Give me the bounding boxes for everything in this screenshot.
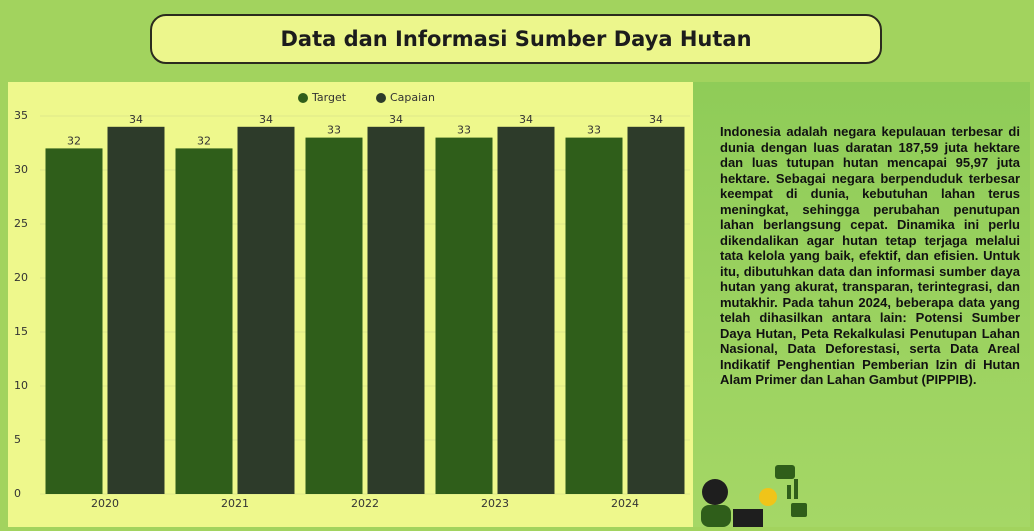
side-panel: Indonesia adalah negara kepulauan terbes… [693,82,1030,527]
bar [367,126,425,495]
x-tick-label: 2020 [91,497,119,510]
y-tick-label: 35 [14,109,28,122]
value-label: 33 [457,124,471,137]
x-tick-label: 2023 [481,497,509,510]
value-label: 34 [649,113,663,126]
y-tick-label: 15 [14,325,28,338]
y-tick-label: 30 [14,163,28,176]
description: Indonesia adalah negara kepulauan terbes… [720,124,1020,387]
legend-marker [298,93,308,103]
bar [305,137,363,494]
value-label: 34 [519,113,533,126]
legend-label: Target [311,91,347,104]
bar [435,137,493,494]
y-tick-label: 0 [14,487,21,500]
value-label: 34 [389,113,403,126]
title: Data dan Informasi Sumber Daya Hutan [150,14,882,64]
y-tick-label: 10 [14,379,28,392]
illustration [701,465,807,527]
bar [627,126,685,495]
value-label: 34 [129,113,143,126]
bar [237,126,295,495]
y-tick-label: 20 [14,271,28,284]
legend-label: Capaian [390,91,435,104]
value-label: 33 [587,124,601,137]
value-label: 32 [197,134,211,147]
value-label: 34 [259,113,273,126]
value-label: 33 [327,124,341,137]
x-tick-label: 2024 [611,497,639,510]
bar [107,126,165,495]
bar [45,148,103,494]
value-label: 32 [67,134,81,147]
chart: 0 5 10 15 20 25 30 35 Target Capaian 2020 32 34 2021 3… [8,82,693,527]
y-tick-label: 25 [14,217,28,230]
y-tick-label: 5 [14,433,21,446]
bar [497,126,555,495]
x-tick-label: 2022 [351,497,379,510]
bar [175,148,233,494]
x-tick-label: 2021 [221,497,249,510]
legend-marker [376,93,386,103]
bar [565,137,623,494]
